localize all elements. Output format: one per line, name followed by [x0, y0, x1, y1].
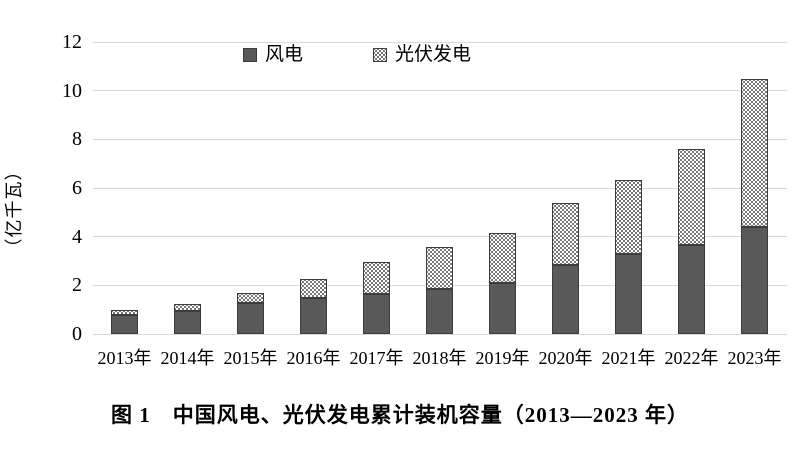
gridline [93, 236, 787, 238]
wind-bar-segment [489, 283, 516, 334]
pv-bar-segment [111, 310, 138, 315]
x-tick-label: 2018年 [412, 348, 467, 368]
pv-bar-segment [174, 304, 201, 311]
wind-bar-segment [741, 227, 768, 334]
y-tick-label: 8 [72, 128, 82, 151]
x-tick-label: 2013年 [97, 348, 152, 368]
pv-bar-segment [363, 262, 390, 294]
y-tick-label: 4 [72, 225, 82, 248]
gridline [93, 138, 787, 140]
wind-bar-segment [615, 254, 642, 334]
wind-bar-segment [300, 298, 327, 334]
pv-bar-segment [237, 293, 264, 303]
y-axis-title: （亿千瓦） [4, 161, 24, 257]
chart-legend: 风电 光伏发电 [243, 45, 471, 65]
y-tick-label: 6 [72, 177, 82, 199]
wind-bar-segment [363, 294, 390, 334]
wind-legend-swatch-icon [243, 48, 257, 62]
x-tick-label: 2019年 [475, 348, 530, 368]
x-tick-label: 2020年 [538, 348, 593, 368]
x-tick-label: 2023年 [727, 348, 782, 368]
gridline [93, 90, 787, 92]
x-axis: 2013年 2014年 2015年 2016年 2017年 2018年 2019年 2020年… [93, 344, 787, 370]
x-tick-label: 2014年 [160, 348, 215, 368]
x-tick-label: 2022年 [664, 348, 719, 368]
legend-item-wind: 风电 [243, 45, 303, 65]
wind-bar-segment [678, 245, 705, 334]
pv-bar-segment [300, 279, 327, 298]
wind-bar-segment [237, 303, 264, 334]
pv-bar-segment [552, 203, 579, 265]
pv-bar-segment [489, 233, 516, 283]
figure-caption: 图 1 中国风电、光伏发电累计装机容量（2013—2023 年） [111, 403, 689, 427]
wind-legend-label: 风电 [265, 44, 304, 65]
pv-bar-segment [615, 180, 642, 254]
pv-legend-swatch-icon [373, 48, 388, 62]
pv-bar-segment [678, 149, 705, 245]
gridline [93, 333, 787, 335]
wind-bar-segment [552, 265, 579, 334]
y-tick-label: 12 [62, 31, 82, 53]
x-tick-label: 2016年 [286, 348, 341, 368]
x-tick-label: 2017年 [349, 348, 404, 368]
gridline [93, 187, 787, 189]
pv-bar-segment [741, 79, 768, 227]
wind-bar-segment [111, 315, 138, 334]
pv-legend-label: 光伏发电 [395, 44, 472, 65]
y-tick-label: 0 [72, 323, 82, 345]
wind-bar-segment [174, 311, 201, 334]
x-tick-label: 2015年 [223, 348, 278, 368]
y-tick-label: 2 [72, 274, 82, 297]
y-tick-label: 10 [62, 79, 82, 102]
x-tick-label: 2021年 [601, 348, 656, 368]
pv-bar-segment [426, 247, 453, 289]
wind-bar-segment [426, 289, 453, 334]
gridline [93, 41, 787, 43]
legend-item-pv: 光伏发电 [373, 45, 471, 65]
plot-area [93, 41, 787, 335]
